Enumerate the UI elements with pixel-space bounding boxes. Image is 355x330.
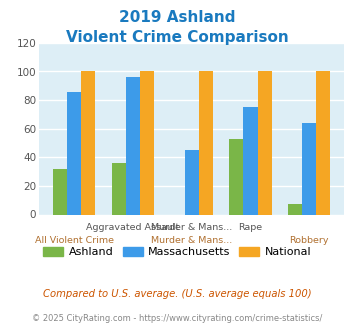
Bar <box>81 72 95 214</box>
Bar <box>67 91 81 214</box>
Text: Robbery: Robbery <box>290 236 329 245</box>
Bar <box>140 72 154 214</box>
Bar <box>112 163 126 215</box>
Text: © 2025 CityRating.com - https://www.cityrating.com/crime-statistics/: © 2025 CityRating.com - https://www.city… <box>32 314 323 323</box>
Bar <box>185 150 199 214</box>
Text: Compared to U.S. average. (U.S. average equals 100): Compared to U.S. average. (U.S. average … <box>43 289 312 299</box>
Text: Violent Crime Comparison: Violent Crime Comparison <box>66 30 289 45</box>
Bar <box>53 169 67 214</box>
Legend: Ashland, Massachusetts, National: Ashland, Massachusetts, National <box>39 242 316 262</box>
Text: 2019 Ashland: 2019 Ashland <box>119 10 236 25</box>
Bar <box>244 107 258 214</box>
Text: All Violent Crime: All Violent Crime <box>34 236 114 245</box>
Text: Murder & Mans...: Murder & Mans... <box>151 223 232 232</box>
Bar <box>258 72 272 214</box>
Bar <box>302 123 316 214</box>
Bar <box>229 139 244 214</box>
Text: Murder & Mans...: Murder & Mans... <box>151 236 232 245</box>
Bar <box>126 77 140 214</box>
Bar <box>288 205 302 214</box>
Bar <box>316 72 331 214</box>
Text: Rape: Rape <box>239 223 263 232</box>
Text: Aggravated Assault: Aggravated Assault <box>86 223 180 232</box>
Bar <box>199 72 213 214</box>
